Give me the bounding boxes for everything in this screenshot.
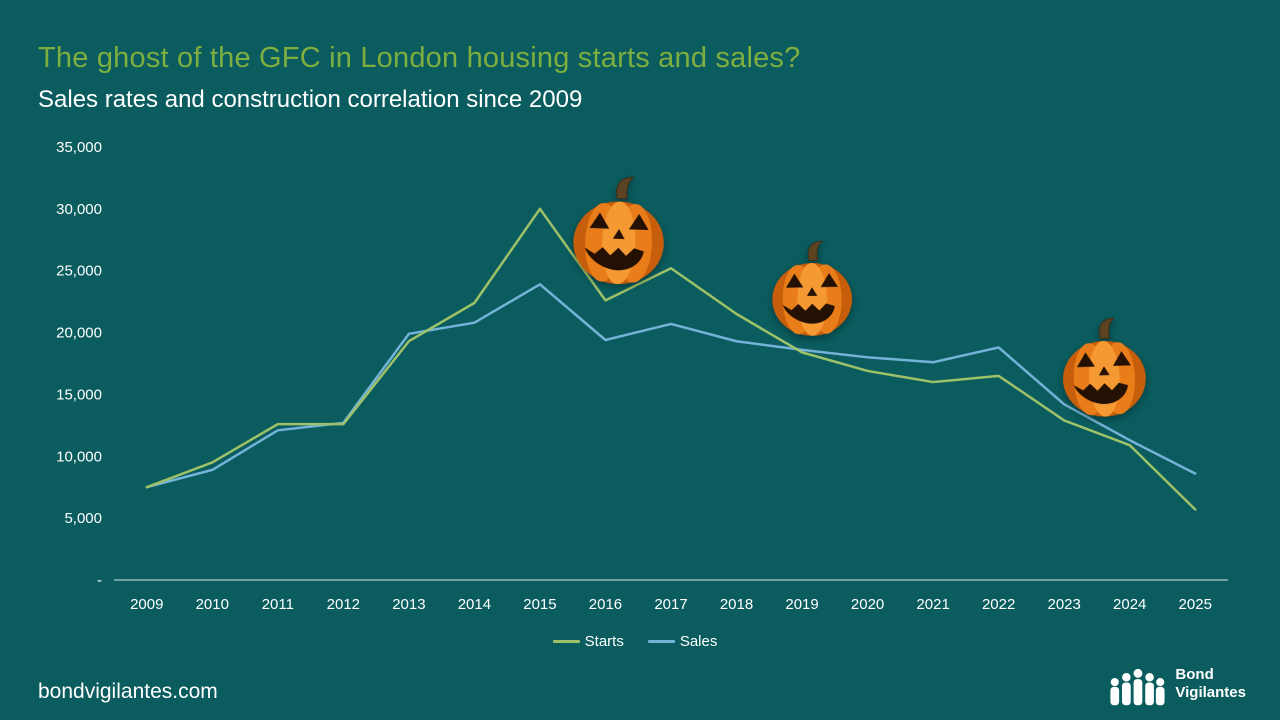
y-axis-label: 30,000 bbox=[56, 201, 102, 218]
x-axis-label: 2012 bbox=[327, 596, 360, 613]
x-axis-label: 2014 bbox=[458, 596, 491, 613]
x-axis-label: 2020 bbox=[851, 596, 884, 613]
pumpkin-icon bbox=[571, 174, 667, 287]
y-axis-label: 20,000 bbox=[56, 325, 102, 342]
x-axis-label: 2019 bbox=[785, 596, 818, 613]
chart-legend: Starts Sales bbox=[30, 633, 1240, 650]
x-axis-label: 2010 bbox=[196, 596, 229, 613]
y-axis-label: - bbox=[97, 572, 102, 589]
series-line-sales bbox=[145, 283, 1197, 489]
x-axis-label: 2018 bbox=[720, 596, 753, 613]
legend-swatch bbox=[647, 640, 675, 643]
logo-text: Bond Vigilantes bbox=[1175, 666, 1246, 702]
y-axis-label: 10,000 bbox=[56, 448, 102, 465]
series-line-starts bbox=[145, 207, 1197, 511]
x-axis-label: 2011 bbox=[262, 596, 294, 613]
footer-url: bondvigilantes.com bbox=[38, 680, 218, 703]
x-axis-label: 2022 bbox=[982, 596, 1015, 613]
legend-label: Starts bbox=[584, 633, 624, 650]
logo-text-line1: Bond bbox=[1175, 666, 1214, 683]
legend-label: Sales bbox=[679, 633, 718, 650]
page-title: The ghost of the GFC in London housing s… bbox=[38, 42, 801, 74]
crowd-icon bbox=[1110, 668, 1165, 706]
x-axis-label: 2015 bbox=[523, 596, 556, 613]
line-chart: 35,000 30,000 25,000 20,000 15,000 10,000 5,00… bbox=[30, 133, 1240, 650]
x-axis-label: 2017 bbox=[654, 596, 687, 613]
x-axis-label: 2023 bbox=[1047, 596, 1080, 613]
page-subtitle: Sales rates and construction correlation… bbox=[38, 86, 583, 113]
x-axis-label: 2016 bbox=[589, 596, 622, 613]
y-axis-label: 35,000 bbox=[56, 139, 102, 156]
x-axis-label: 2024 bbox=[1113, 596, 1146, 613]
legend-item-sales: Sales bbox=[647, 633, 718, 650]
x-axis-label: 2021 bbox=[916, 596, 949, 613]
y-axis-label: 25,000 bbox=[56, 263, 102, 280]
y-axis-label: 15,000 bbox=[56, 386, 102, 403]
brand-logo: Bond Vigilantes bbox=[1108, 662, 1246, 706]
logo-text-line2: Vigilantes bbox=[1175, 684, 1246, 701]
x-axis-label: 2009 bbox=[130, 596, 163, 613]
legend-item-starts: Starts bbox=[552, 633, 624, 650]
x-axis-label: 2013 bbox=[392, 596, 425, 613]
x-axis-label: 2025 bbox=[1179, 596, 1212, 613]
chart-canvas: 35,000 30,000 25,000 20,000 15,000 10,000 5,00… bbox=[56, 139, 1228, 613]
pumpkin-icon bbox=[1060, 316, 1148, 419]
pumpkin-icon bbox=[770, 240, 854, 337]
legend-swatch bbox=[552, 640, 580, 643]
y-axis-label: 5,000 bbox=[64, 510, 102, 527]
